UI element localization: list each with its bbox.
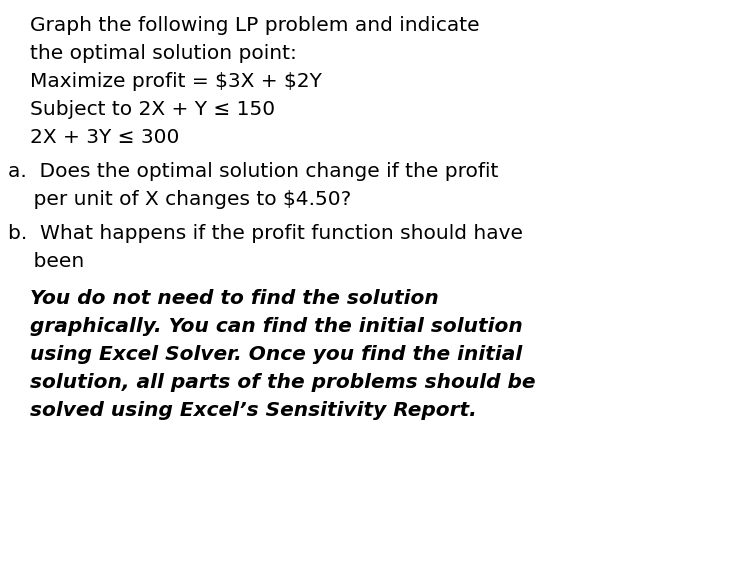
Text: a.  Does the optimal solution change if the profit: a. Does the optimal solution change if t… [8,162,498,181]
Text: You do not need to find the solution: You do not need to find the solution [30,289,439,308]
Text: the optimal solution point:: the optimal solution point: [30,44,297,63]
Text: solution, all parts of the problems should be: solution, all parts of the problems shou… [30,373,536,392]
Text: per unit of X changes to \$4.50?: per unit of X changes to \$4.50? [8,190,351,209]
Text: 2X + 3Y ≤ 300: 2X + 3Y ≤ 300 [30,128,179,147]
Text: been: been [8,252,84,271]
Text: Subject to 2X + Y ≤ 150: Subject to 2X + Y ≤ 150 [30,100,275,119]
Text: Maximize profit = \$3X + \$2Y: Maximize profit = \$3X + \$2Y [30,72,322,91]
Text: graphically. You can find the initial solution: graphically. You can find the initial so… [30,317,523,336]
Text: b.  What happens if the profit function should have: b. What happens if the profit function s… [8,224,523,243]
Text: using Excel Solver. Once you find the initial: using Excel Solver. Once you find the in… [30,345,522,364]
Text: solved using Excel’s Sensitivity Report.: solved using Excel’s Sensitivity Report. [30,401,477,420]
Text: Graph the following LP problem and indicate: Graph the following LP problem and indic… [30,16,480,35]
